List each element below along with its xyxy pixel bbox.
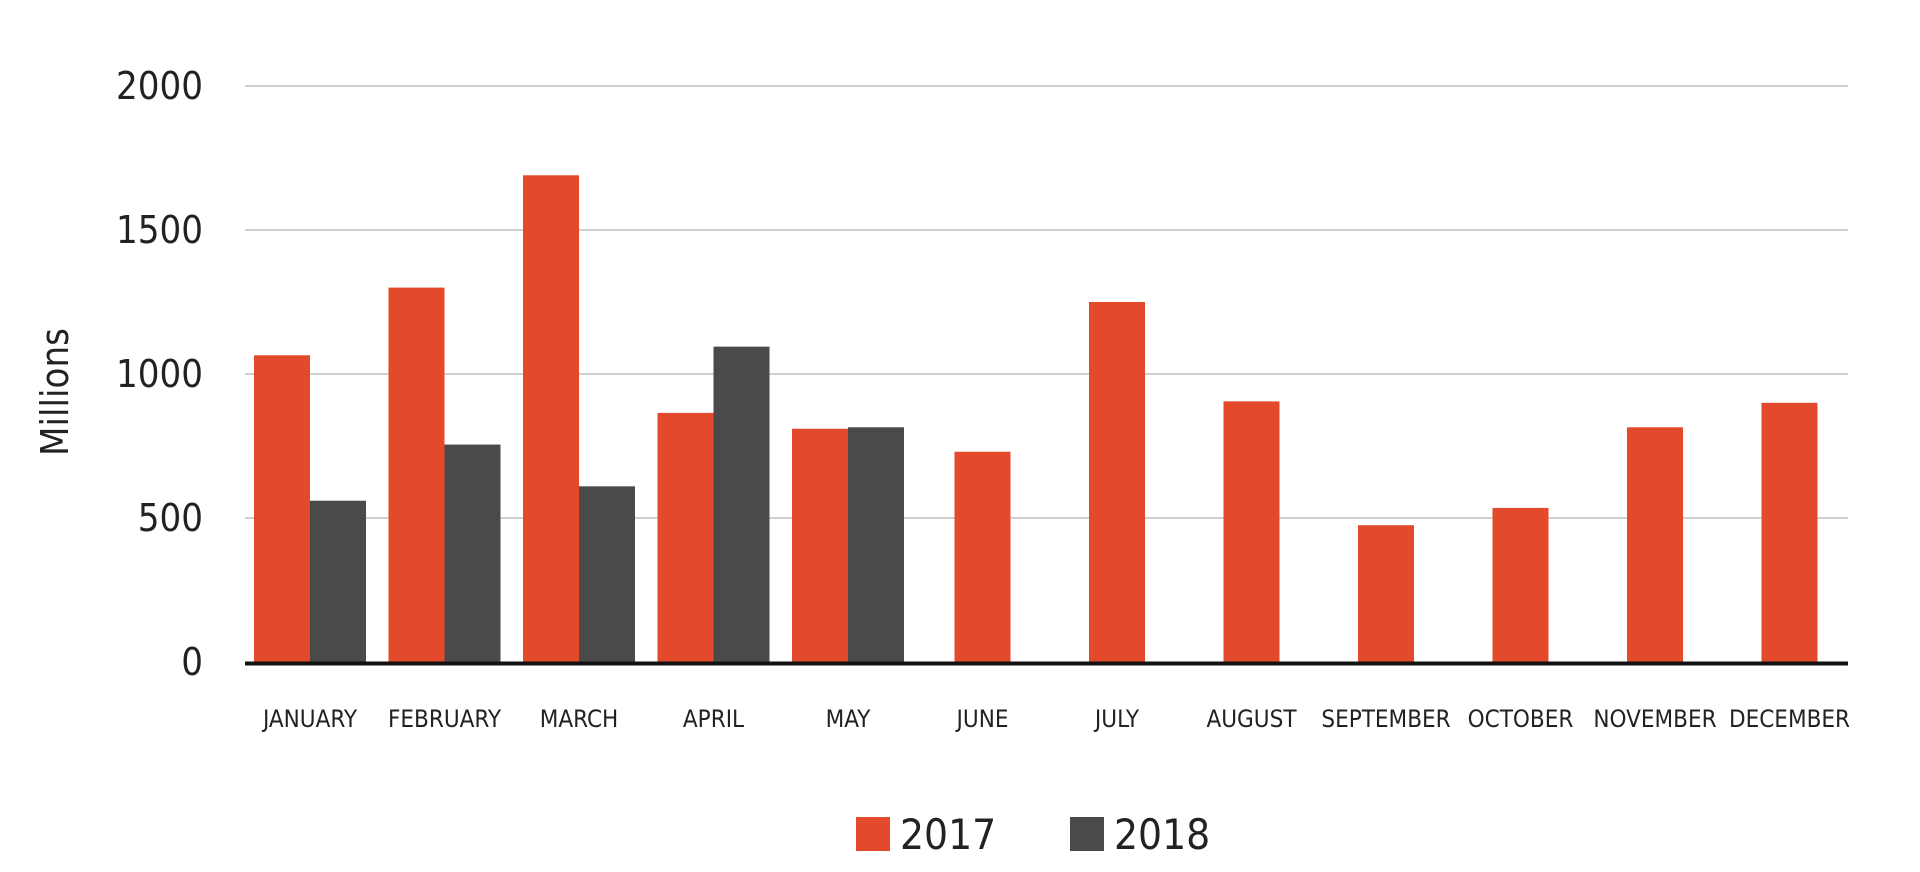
y-tick-label: 0 (181, 640, 203, 684)
legend-swatch-2018 (1070, 817, 1104, 851)
bar-2017-september (1358, 525, 1414, 662)
x-tick-label: MAY (826, 705, 872, 733)
y-axis-ticks: 0 500 1000 1500 2000 (116, 64, 203, 684)
x-tick-label: MARCH (540, 705, 619, 733)
x-tick-label: FEBRUARY (388, 705, 502, 733)
legend-label-2018: 2018 (1114, 810, 1210, 859)
bar-2017-february (388, 287, 445, 662)
x-tick-label: SEPTEMBER (1321, 705, 1450, 733)
bar-2017-may (792, 428, 848, 662)
bar-2017-october (1492, 507, 1549, 662)
bar-2018-april (713, 346, 770, 662)
bar-2017-june (954, 451, 1011, 662)
bar-2017-august (1223, 401, 1280, 662)
y-tick-label: 2000 (116, 64, 203, 108)
bar-2018-may (848, 427, 904, 662)
y-tick-label: 1500 (116, 208, 203, 252)
legend-swatch-2017 (856, 817, 890, 851)
x-tick-label: NOVEMBER (1593, 705, 1716, 733)
bar-2017-november (1627, 427, 1683, 662)
x-tick-label: OCTOBER (1468, 705, 1574, 733)
bar-2017-january (254, 355, 310, 662)
x-tick-label: JANUARY (261, 705, 358, 733)
legend-label-2017: 2017 (900, 810, 996, 859)
bar-2017-april (657, 412, 714, 662)
bar-2017-december (1761, 402, 1818, 662)
bar-2018-march (579, 486, 635, 662)
legend: 2017 2018 (856, 810, 1210, 859)
x-tick-label: JUNE (955, 705, 1009, 733)
bar-2018-february (444, 444, 501, 662)
y-tick-label: 1000 (116, 352, 203, 396)
x-tick-label: AUGUST (1206, 705, 1297, 733)
bar-2018-january (310, 500, 366, 662)
grid-lines (245, 85, 1848, 519)
bar-2017-july (1089, 302, 1145, 662)
x-tick-label: DECEMBER (1729, 705, 1850, 733)
x-tick-label: JULY (1093, 705, 1140, 733)
y-axis-title: Millions (33, 328, 77, 456)
x-axis-categories: JANUARY FEBRUARY MARCH APRIL MAY JUNE JULY AUGU… (261, 705, 1850, 733)
y-tick-label: 500 (138, 496, 203, 540)
bars (254, 175, 1818, 662)
bar-2017-march (523, 175, 579, 662)
x-tick-label: APRIL (683, 705, 744, 733)
